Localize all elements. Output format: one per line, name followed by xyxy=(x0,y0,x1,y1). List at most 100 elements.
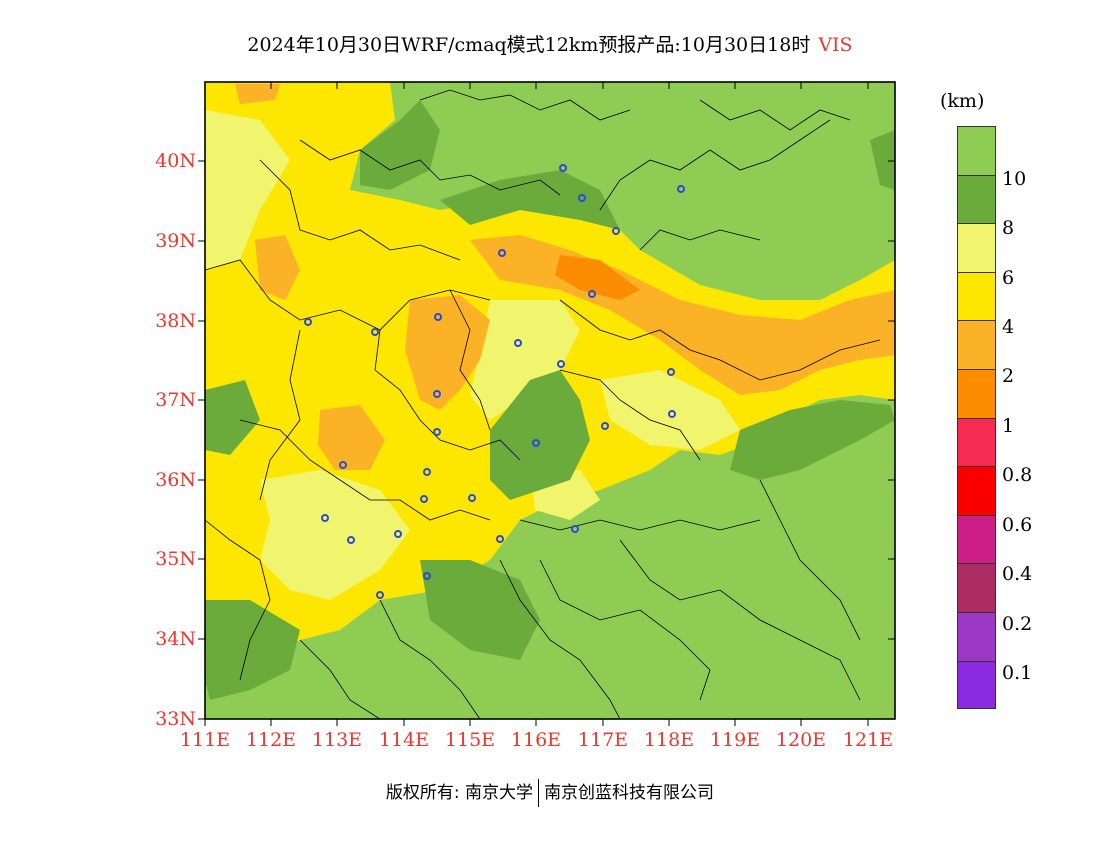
lon-label-114e: 114E xyxy=(378,729,430,751)
legend-swatch xyxy=(957,271,996,321)
vis-region-8-10f xyxy=(205,600,300,700)
city-marker xyxy=(559,164,567,172)
copyright-right: 南京创蓝科技有限公司 xyxy=(544,783,715,803)
vis-region-2-4e xyxy=(235,84,280,104)
lon-label-111e: 111E xyxy=(179,729,231,751)
legend-swatch xyxy=(957,417,996,467)
city-marker xyxy=(588,290,596,298)
city-marker xyxy=(557,360,565,368)
lon-label-119e: 119E xyxy=(709,729,761,751)
city-marker xyxy=(571,525,579,533)
vis-region-6-8a xyxy=(205,110,290,270)
title-text: 2024年10月30日WRF/cmaq模式12km预报产品:10月30日18时 xyxy=(247,34,811,56)
vis-region-6-8d xyxy=(600,370,740,450)
legend-swatch xyxy=(957,466,996,515)
lat-label-39n: 39N xyxy=(155,230,196,252)
map-title: 2024年10月30日WRF/cmaq模式12km预报产品:10月30日18时 V… xyxy=(0,30,1100,57)
lon-label-121e: 121E xyxy=(842,729,894,751)
legend-swatch xyxy=(957,223,996,272)
city-marker xyxy=(532,439,540,447)
legend-swatch xyxy=(957,320,996,369)
city-marker xyxy=(496,535,504,543)
city-marker xyxy=(321,514,329,522)
vis-region-8-10d xyxy=(440,170,620,230)
vis-region-8-10g xyxy=(730,400,895,480)
legend-swatch xyxy=(957,660,996,710)
legend-label: 0.1 xyxy=(1002,662,1033,684)
legend-label: 8 xyxy=(1002,217,1015,239)
city-marker xyxy=(376,591,384,599)
city-marker xyxy=(677,185,685,193)
legend-swatch xyxy=(957,126,996,175)
lat-label-40n: 40N xyxy=(155,150,196,172)
legend-swatch xyxy=(957,514,996,564)
visibility-field xyxy=(205,82,895,719)
legend-swatch xyxy=(957,368,996,418)
city-markers xyxy=(304,164,685,599)
legend-label: 0.6 xyxy=(1002,514,1033,536)
city-marker xyxy=(420,495,428,503)
legend-swatch xyxy=(957,611,996,661)
lat-label-38n: 38N xyxy=(155,310,196,332)
variable-label: VIS xyxy=(818,34,853,56)
vis-region-6-8c xyxy=(260,470,410,600)
lat-label-34n: 34N xyxy=(155,628,196,650)
vis-region-1-2 xyxy=(555,255,640,300)
vis-region-2-4c xyxy=(318,405,385,470)
city-marker xyxy=(394,530,402,538)
legend-label: 10 xyxy=(1002,168,1027,190)
vis-region-8-10a xyxy=(490,370,590,500)
legend-label: 0.4 xyxy=(1002,563,1033,585)
legend-label: 0.2 xyxy=(1002,613,1033,635)
vis-region-6-8b xyxy=(470,300,580,420)
city-marker xyxy=(514,339,522,347)
city-marker xyxy=(468,494,476,502)
lon-label-120e: 120E xyxy=(775,729,827,751)
city-marker xyxy=(423,572,431,580)
vis-region-2-4b xyxy=(405,295,490,410)
legend-swatch xyxy=(957,174,996,224)
city-marker xyxy=(668,410,676,418)
legend-label: 0.8 xyxy=(1002,464,1033,486)
legend-swatch xyxy=(957,563,996,612)
lat-label-35n: 35N xyxy=(155,548,196,570)
legend-label: 6 xyxy=(1002,267,1015,289)
admin-boundaries xyxy=(205,89,881,719)
city-marker xyxy=(612,227,620,235)
lon-label-118e: 118E xyxy=(643,729,695,751)
city-marker xyxy=(423,468,431,476)
city-marker xyxy=(667,368,675,376)
lon-label-112e: 112E xyxy=(245,729,297,751)
city-marker xyxy=(498,249,506,257)
vis-region-8-10e xyxy=(205,380,260,455)
lat-label-36n: 36N xyxy=(155,469,196,491)
city-marker xyxy=(339,461,347,469)
lon-label-115e: 115E xyxy=(444,729,496,751)
copyright-left: 版权所有: 南京大学 xyxy=(385,783,534,803)
lon-label-116e: 116E xyxy=(510,729,562,751)
copyright-footer: 版权所有: 南京大学 南京创蓝科技有限公司 xyxy=(0,778,1100,807)
vis-region-8-10c xyxy=(360,100,440,190)
lon-label-117e: 117E xyxy=(577,729,629,751)
city-marker xyxy=(433,428,441,436)
lat-tick-marks xyxy=(198,160,895,720)
lat-label-37n: 37N xyxy=(155,389,196,411)
city-marker xyxy=(304,318,312,326)
vis-region-8-10h xyxy=(870,130,895,190)
vis-region-8-10b xyxy=(420,560,540,660)
vis-region-2-4d xyxy=(255,235,300,300)
legend-unit: (km) xyxy=(940,90,985,112)
footer-divider xyxy=(538,779,540,807)
legend-label: 2 xyxy=(1002,365,1015,387)
city-marker xyxy=(601,422,609,430)
lon-label-113e: 113E xyxy=(311,729,363,751)
city-marker xyxy=(434,313,442,321)
city-marker xyxy=(347,536,355,544)
lat-label-33n: 33N xyxy=(155,708,196,730)
city-marker xyxy=(433,390,441,398)
lon-tick-marks xyxy=(204,82,869,726)
city-marker xyxy=(578,194,586,202)
city-marker xyxy=(371,328,379,336)
color-legend xyxy=(957,126,997,710)
